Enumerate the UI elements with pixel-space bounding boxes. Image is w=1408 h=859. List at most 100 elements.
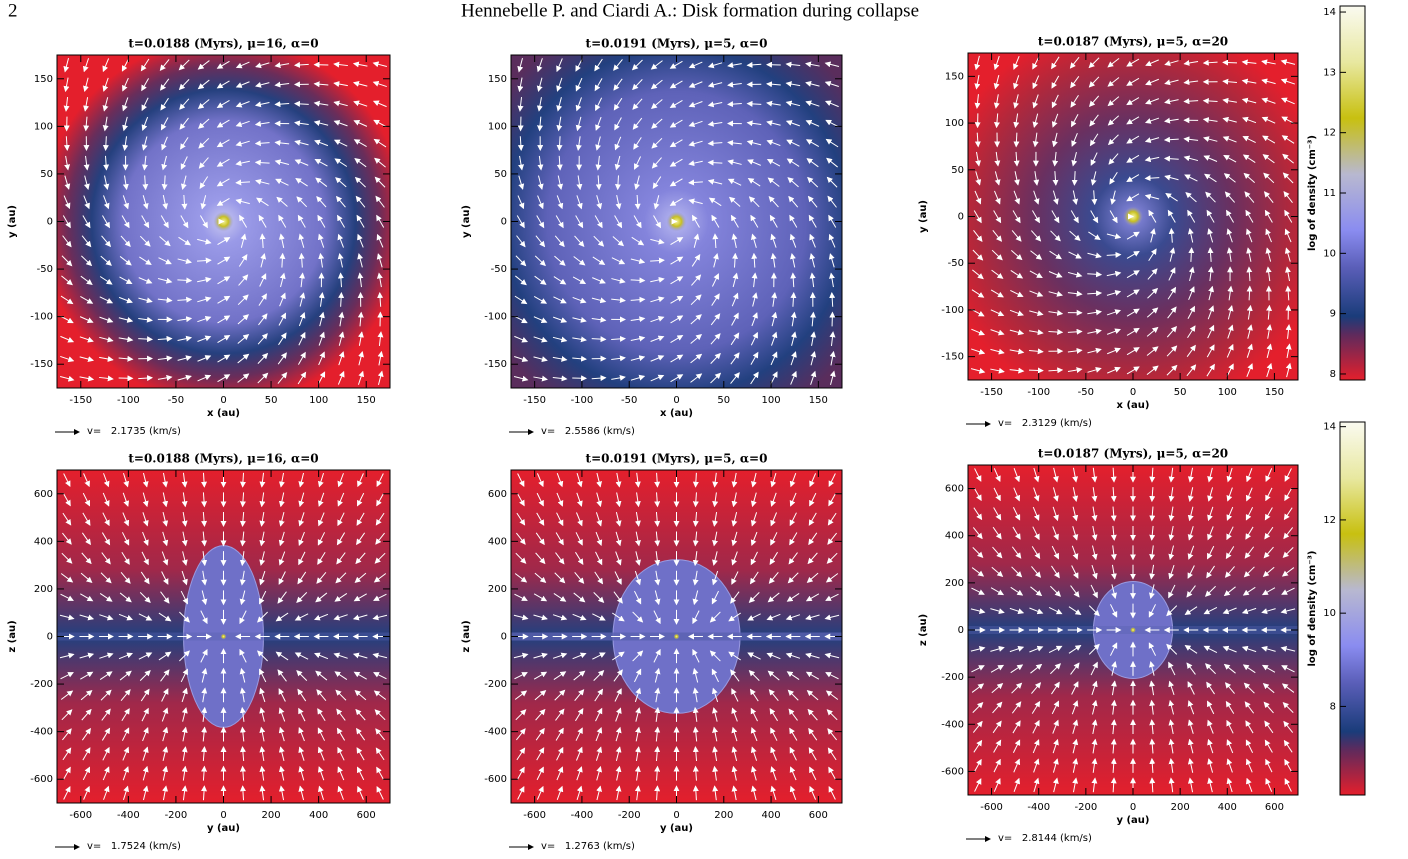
- velocity-arrow: [1106, 251, 1122, 258]
- velocity-arrow: [139, 235, 151, 247]
- velocity-arrow: [235, 81, 250, 88]
- velocity-arrow: [630, 335, 646, 342]
- colorbar-tick-label: 14: [1323, 7, 1336, 18]
- velocity-arrow: [177, 335, 193, 342]
- velocity-arrow: [1126, 135, 1140, 144]
- velocity-arrow: [710, 333, 721, 345]
- velocity-arrow: [1188, 266, 1195, 282]
- velocity-arrow: [1013, 113, 1020, 129]
- velocity-arrow: [1009, 367, 1025, 374]
- velocity-arrow: [257, 372, 269, 384]
- velocity-arrow: [1167, 286, 1177, 300]
- velocity-arrow: [513, 375, 529, 382]
- velocity-arrow: [216, 158, 230, 167]
- velocity-arrow: [688, 81, 703, 88]
- velocity-arrow: [99, 336, 114, 343]
- velocity-arrow: [99, 375, 114, 382]
- velocity-scale-label: v= 2.8144 (km/s): [998, 833, 1092, 844]
- velocity-arrow: [727, 139, 742, 146]
- velocity-arrow: [318, 292, 325, 307]
- y-tick-label: 0: [501, 217, 507, 228]
- velocity-arrow: [1013, 132, 1020, 148]
- velocity-arrow: [1090, 152, 1098, 166]
- velocity-arrow: [355, 195, 366, 208]
- velocity-arrow: [973, 210, 982, 224]
- colorbar-tick-label: 10: [1323, 248, 1336, 259]
- velocity-arrow: [514, 315, 528, 324]
- velocity-arrow: [373, 119, 387, 128]
- velocity-arrow: [216, 178, 230, 187]
- y-axis-label: y (au): [7, 205, 18, 238]
- velocity-arrow: [374, 157, 386, 168]
- velocity-arrow: [805, 120, 820, 127]
- x-tick-label: 0: [673, 810, 679, 821]
- velocity-arrow: [59, 375, 75, 382]
- velocity-arrow: [611, 374, 626, 381]
- velocity-arrow: [1106, 233, 1122, 240]
- velocity-arrow: [160, 117, 169, 131]
- velocity-arrow: [1048, 271, 1063, 278]
- velocity-arrow: [991, 249, 1003, 261]
- velocity-arrow: [254, 101, 270, 108]
- velocity-arrow: [650, 315, 665, 323]
- velocity-arrow: [732, 252, 739, 268]
- velocity-arrow: [707, 140, 723, 147]
- velocity-arrow: [313, 100, 329, 107]
- velocity-arrow: [177, 374, 192, 381]
- velocity-arrow: [790, 351, 797, 366]
- velocity-arrow: [614, 155, 621, 171]
- velocity-arrow: [824, 61, 840, 68]
- velocity-arrow: [277, 372, 288, 384]
- velocity-arrow: [254, 159, 270, 166]
- velocity-arrow: [377, 331, 384, 346]
- velocity-arrow: [828, 233, 836, 248]
- velocity-arrow: [1049, 250, 1062, 260]
- colorbar-tick-label: 12: [1323, 515, 1336, 526]
- velocity-arrow: [771, 292, 778, 307]
- velocity-arrow: [1087, 366, 1102, 373]
- velocity-arrow: [297, 371, 307, 385]
- velocity-arrow: [1126, 97, 1140, 106]
- velocity-arrow: [258, 313, 268, 326]
- velocity-arrow: [727, 178, 742, 186]
- velocity-arrow: [298, 233, 305, 248]
- velocity-arrow: [83, 116, 90, 132]
- y-tick-label: 150: [945, 71, 964, 82]
- velocity-arrow: [688, 61, 703, 69]
- velocity-arrow: [993, 113, 1000, 129]
- velocity-arrow: [1145, 98, 1160, 105]
- velocity-arrow: [314, 139, 329, 147]
- velocity-arrow: [200, 195, 207, 210]
- velocity-arrow: [767, 177, 780, 187]
- velocity-arrow: [611, 335, 626, 342]
- velocity-arrow: [198, 157, 209, 169]
- velocity-arrow: [556, 77, 563, 92]
- velocity-arrow: [157, 355, 173, 362]
- velocity-arrow: [254, 140, 270, 147]
- velocity-arrow: [1010, 289, 1024, 297]
- velocity-arrow: [552, 375, 568, 382]
- velocity-arrow: [160, 97, 169, 111]
- velocity-arrow: [766, 158, 781, 167]
- velocity-arrow: [177, 277, 193, 284]
- velocity-arrow: [235, 120, 250, 128]
- velocity-arrow: [1106, 290, 1122, 296]
- velocity-arrow: [1011, 230, 1022, 242]
- velocity-arrow: [1048, 291, 1063, 297]
- velocity-arrow: [102, 116, 109, 132]
- velocity-arrow: [158, 257, 172, 265]
- velocity-arrow: [99, 276, 113, 285]
- velocity-arrow: [199, 176, 209, 189]
- y-tick-label: 400: [34, 536, 53, 547]
- velocity-arrow: [730, 214, 739, 228]
- velocity-arrow: [1051, 210, 1060, 224]
- y-tick-label: -400: [941, 719, 964, 730]
- velocity-arrow: [710, 352, 721, 364]
- page-number: 2: [8, 0, 18, 21]
- velocity-field: [513, 57, 840, 386]
- velocity-arrow: [669, 80, 683, 89]
- velocity-arrow: [161, 155, 168, 171]
- velocity-arrow: [806, 158, 819, 168]
- velocity-arrow: [993, 55, 1000, 71]
- velocity-arrow: [576, 195, 583, 210]
